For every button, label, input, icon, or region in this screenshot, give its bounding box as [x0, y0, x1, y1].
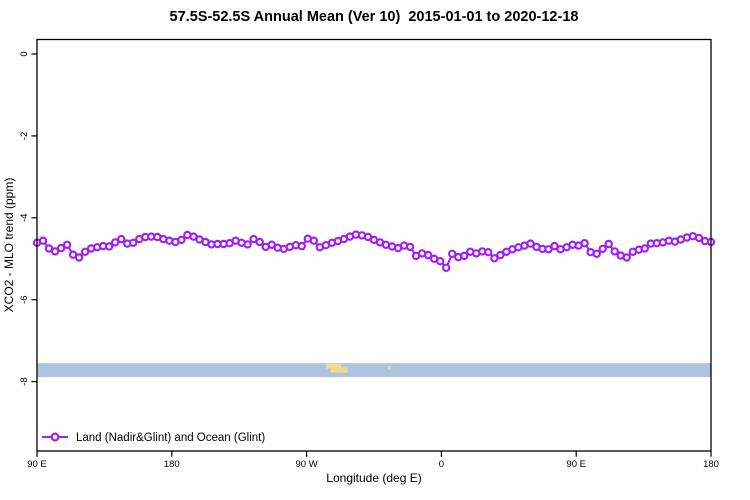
data-point-marker	[526, 239, 535, 248]
x-tick-label: 0	[439, 459, 444, 470]
data-point-marker	[62, 240, 72, 249]
data-point-marker	[129, 238, 138, 247]
y-tick-label: 0	[19, 51, 30, 56]
data-point-marker	[436, 257, 445, 266]
x-tick-label: 90 W	[296, 459, 318, 470]
data-point-marker	[622, 253, 631, 262]
data-point-marker	[38, 236, 48, 245]
data-point-marker	[460, 251, 469, 261]
data-point-marker	[610, 247, 619, 256]
data-point-marker	[424, 250, 433, 260]
data-point-marker	[580, 238, 589, 248]
y-tick-label: -8	[19, 377, 30, 385]
land-patch	[387, 366, 391, 370]
data-point-marker	[694, 233, 704, 243]
data-point-marker	[255, 237, 264, 247]
y-axis-title: XCO2 - MLO trend (ppm)	[2, 177, 16, 313]
data-point-marker	[74, 253, 84, 262]
data-point-marker	[496, 250, 505, 260]
latitude-band-ocean	[37, 363, 711, 378]
x-axis-title: Longitude (deg E)	[326, 471, 422, 485]
series-markers	[32, 230, 716, 272]
data-point-marker	[490, 254, 499, 263]
x-tick-label: 180	[164, 459, 180, 470]
y-tick-label: -2	[19, 132, 30, 140]
y-tick-label: -4	[19, 214, 30, 222]
x-tick-label: 90 E	[27, 459, 47, 470]
legend: Land (Nadir&Glint) and Ocean (Glint)	[42, 432, 265, 444]
x-tick-label: 180	[703, 459, 719, 470]
data-point-marker	[604, 239, 613, 249]
y-tick-label: -6	[19, 295, 30, 303]
latitude-band-land-patches	[325, 364, 391, 373]
x-axis: 90 E 180 90 W 0 90 E 180	[27, 451, 719, 470]
data-point-marker	[56, 243, 66, 253]
plot-border	[36, 38, 712, 452]
data-point-marker	[448, 249, 457, 258]
data-point-marker	[177, 235, 186, 245]
land-patch	[325, 364, 341, 369]
legend-label: Land (Nadir&Glint) and Ocean (Glint)	[76, 432, 265, 444]
data-point-marker	[484, 247, 493, 257]
x-tick-label: 90 E	[566, 459, 586, 470]
data-point-marker	[405, 242, 415, 252]
data-point-marker	[50, 247, 60, 256]
data-point-marker	[110, 238, 120, 247]
y-axis: 0 -2 -4 -6 -8	[19, 51, 37, 386]
data-point-marker	[117, 234, 126, 244]
land-patch	[330, 367, 348, 373]
data-point-marker	[80, 247, 90, 256]
data-point-marker	[550, 241, 559, 251]
chart-title: 57.5S-52.5S Annual Mean (Ver 10) 2015-01…	[169, 9, 579, 25]
data-point-marker	[297, 241, 306, 251]
data-point-marker	[442, 263, 451, 272]
data-point-marker	[544, 245, 553, 254]
data-point-marker	[592, 249, 601, 258]
data-point-marker	[598, 244, 607, 254]
data-point-marker	[309, 236, 318, 245]
legend-marker	[50, 432, 60, 442]
data-point-marker	[104, 242, 114, 251]
data-point-marker	[243, 240, 252, 249]
data-point-marker	[640, 244, 650, 253]
